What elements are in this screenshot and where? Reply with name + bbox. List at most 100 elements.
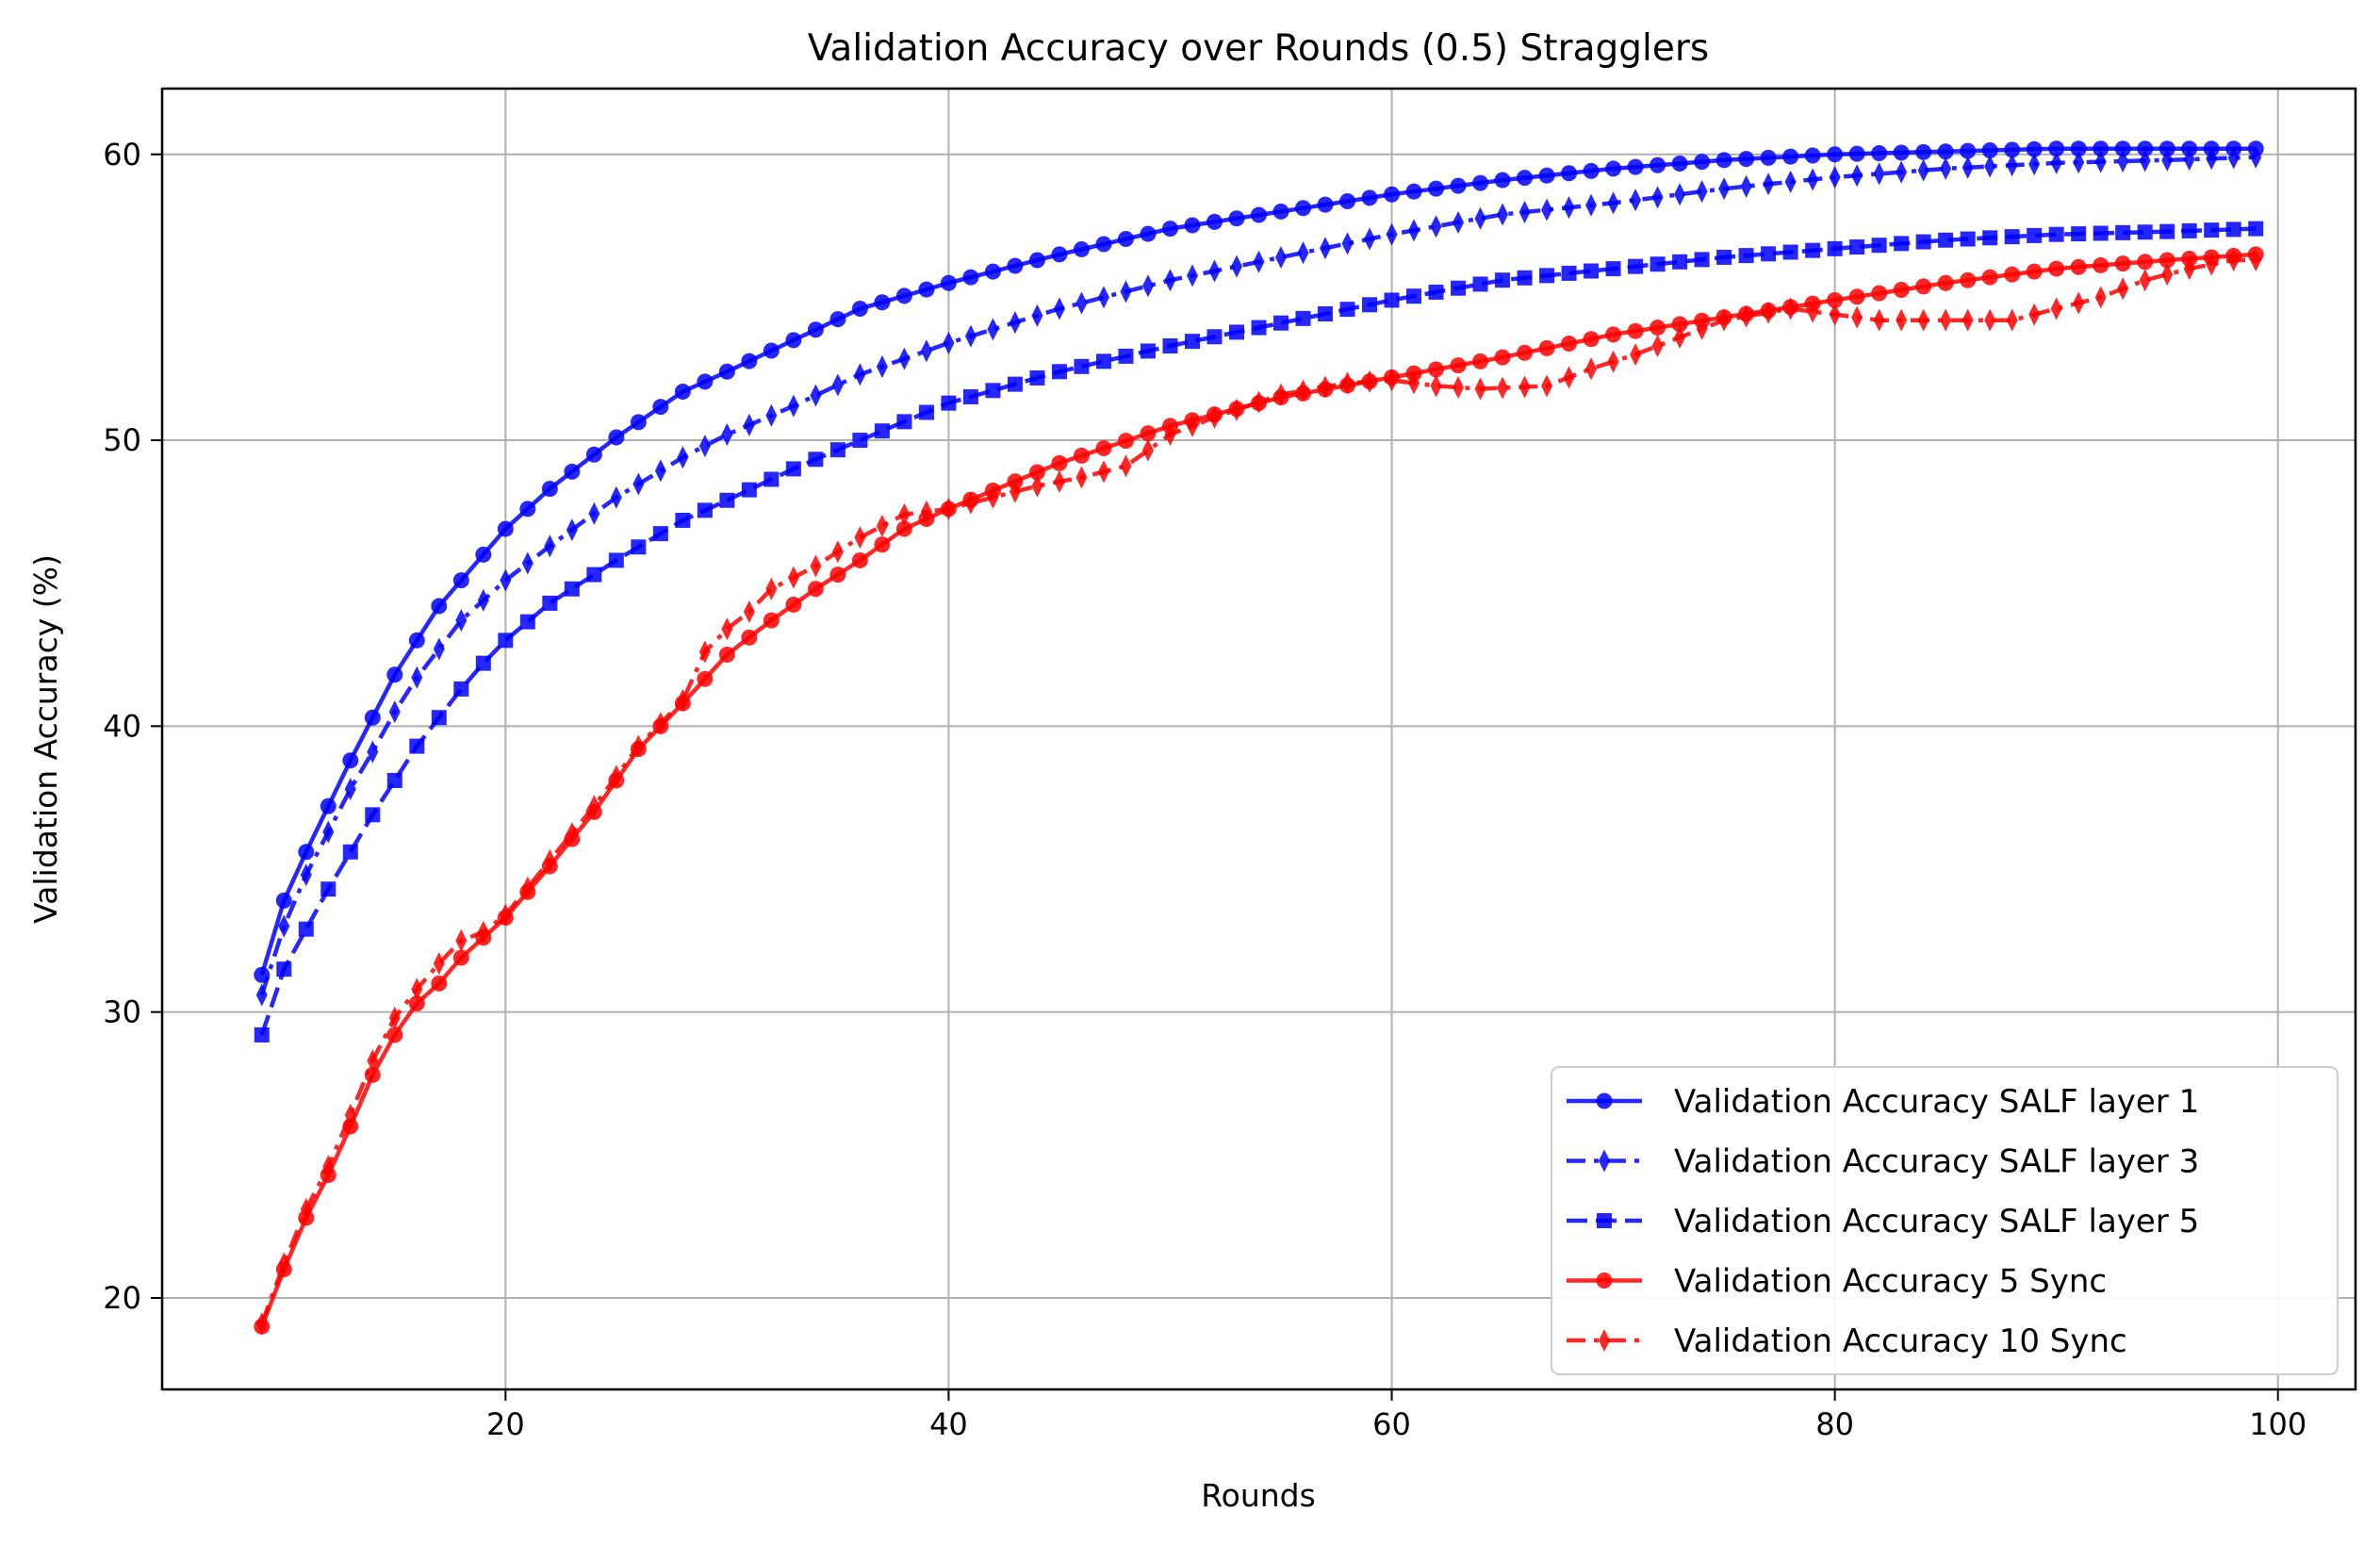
y-tick-label: 60 xyxy=(103,137,141,172)
data-point xyxy=(255,983,268,1007)
data-point xyxy=(1430,215,1442,238)
data-point xyxy=(831,373,844,397)
data-point xyxy=(1738,151,1755,168)
data-point xyxy=(1694,154,1711,171)
data-point xyxy=(1295,200,1312,217)
data-point xyxy=(675,512,691,528)
data-point xyxy=(1674,325,1686,349)
data-point xyxy=(1007,257,1024,274)
data-point xyxy=(1738,248,1754,264)
data-point xyxy=(1275,383,1288,406)
data-point xyxy=(1474,206,1486,230)
data-point xyxy=(1873,162,1885,186)
data-point xyxy=(564,581,580,597)
data-point xyxy=(1120,280,1132,304)
data-point xyxy=(1541,374,1553,398)
data-point xyxy=(2093,256,2109,273)
legend: Validation Accuracy SALF layer 1 Validati… xyxy=(1551,1066,2339,1375)
data-point xyxy=(1141,274,1154,298)
data-point xyxy=(1873,308,1885,332)
data-point xyxy=(1763,301,1775,324)
data-point xyxy=(1450,357,1467,374)
data-point xyxy=(1320,375,1332,399)
data-point xyxy=(1849,239,1865,255)
data-point xyxy=(544,534,556,558)
data-point xyxy=(1807,300,1819,323)
data-point xyxy=(1474,377,1486,401)
data-point xyxy=(1095,353,1111,370)
plot-frame xyxy=(160,87,2357,1391)
data-point xyxy=(610,764,622,788)
data-point xyxy=(1405,183,1422,200)
data-point xyxy=(898,347,911,370)
data-point xyxy=(2227,248,2240,271)
data-point xyxy=(2227,146,2240,170)
data-point xyxy=(500,903,512,927)
data-point xyxy=(275,892,292,909)
data-point xyxy=(1894,236,1910,252)
y-tick-label: 30 xyxy=(103,994,141,1030)
data-point xyxy=(630,414,647,431)
data-point xyxy=(1074,358,1090,374)
data-point xyxy=(1186,414,1198,437)
chart-title: Validation Accuracy over Rounds (0.5) St… xyxy=(808,27,1709,70)
data-point xyxy=(1938,232,1954,248)
data-point xyxy=(698,640,711,664)
series xyxy=(255,145,2262,1007)
data-point xyxy=(1827,240,1843,256)
data-point xyxy=(1140,425,1157,442)
data-point xyxy=(388,1006,401,1029)
data-point xyxy=(278,914,290,938)
data-point xyxy=(920,339,932,363)
data-point xyxy=(1784,297,1797,320)
data-point xyxy=(2137,254,2154,271)
data-point xyxy=(1650,256,1666,272)
data-point xyxy=(1893,282,1910,299)
data-point xyxy=(1583,331,1600,348)
data-point xyxy=(1253,250,1265,273)
data-point xyxy=(1782,148,1799,165)
data-point xyxy=(388,700,401,724)
data-point xyxy=(677,689,689,713)
data-point xyxy=(1140,343,1156,359)
data-point xyxy=(1007,376,1023,392)
data-point xyxy=(1118,348,1134,364)
data-point xyxy=(1208,259,1221,283)
data-point xyxy=(984,263,1001,280)
data-point xyxy=(1984,308,1996,332)
data-point xyxy=(1095,236,1112,253)
y-tick-label: 20 xyxy=(103,1280,141,1316)
data-point xyxy=(566,822,578,846)
data-point xyxy=(477,588,489,612)
data-point xyxy=(1117,231,1134,248)
data-point xyxy=(411,665,423,689)
data-point xyxy=(1896,160,1908,184)
data-point xyxy=(1829,303,1841,326)
data-point xyxy=(1053,470,1065,494)
data-point xyxy=(1917,308,1929,332)
data-point xyxy=(298,921,314,937)
data-point xyxy=(987,318,999,341)
data-point xyxy=(254,1027,270,1043)
data-point xyxy=(477,920,489,944)
data-point xyxy=(1073,447,1090,464)
data-point xyxy=(1651,334,1664,357)
data-point xyxy=(697,670,714,687)
data-point xyxy=(810,554,822,578)
data-point xyxy=(1538,167,1555,184)
data-point xyxy=(1848,145,1865,162)
legend-marker xyxy=(1596,1092,1613,1109)
data-point xyxy=(1915,234,1931,250)
data-point xyxy=(787,394,799,418)
data-point xyxy=(2050,151,2062,174)
data-point xyxy=(1917,158,1929,182)
data-point xyxy=(1848,288,1865,305)
data-point xyxy=(1784,170,1797,193)
data-point xyxy=(2161,263,2174,287)
data-point xyxy=(1715,152,1732,169)
data-point xyxy=(386,666,403,683)
data-point xyxy=(588,501,600,525)
legend-label: Validation Accuracy 10 Sync xyxy=(1674,1322,2127,1360)
data-point xyxy=(962,388,978,404)
data-point xyxy=(1184,334,1200,350)
